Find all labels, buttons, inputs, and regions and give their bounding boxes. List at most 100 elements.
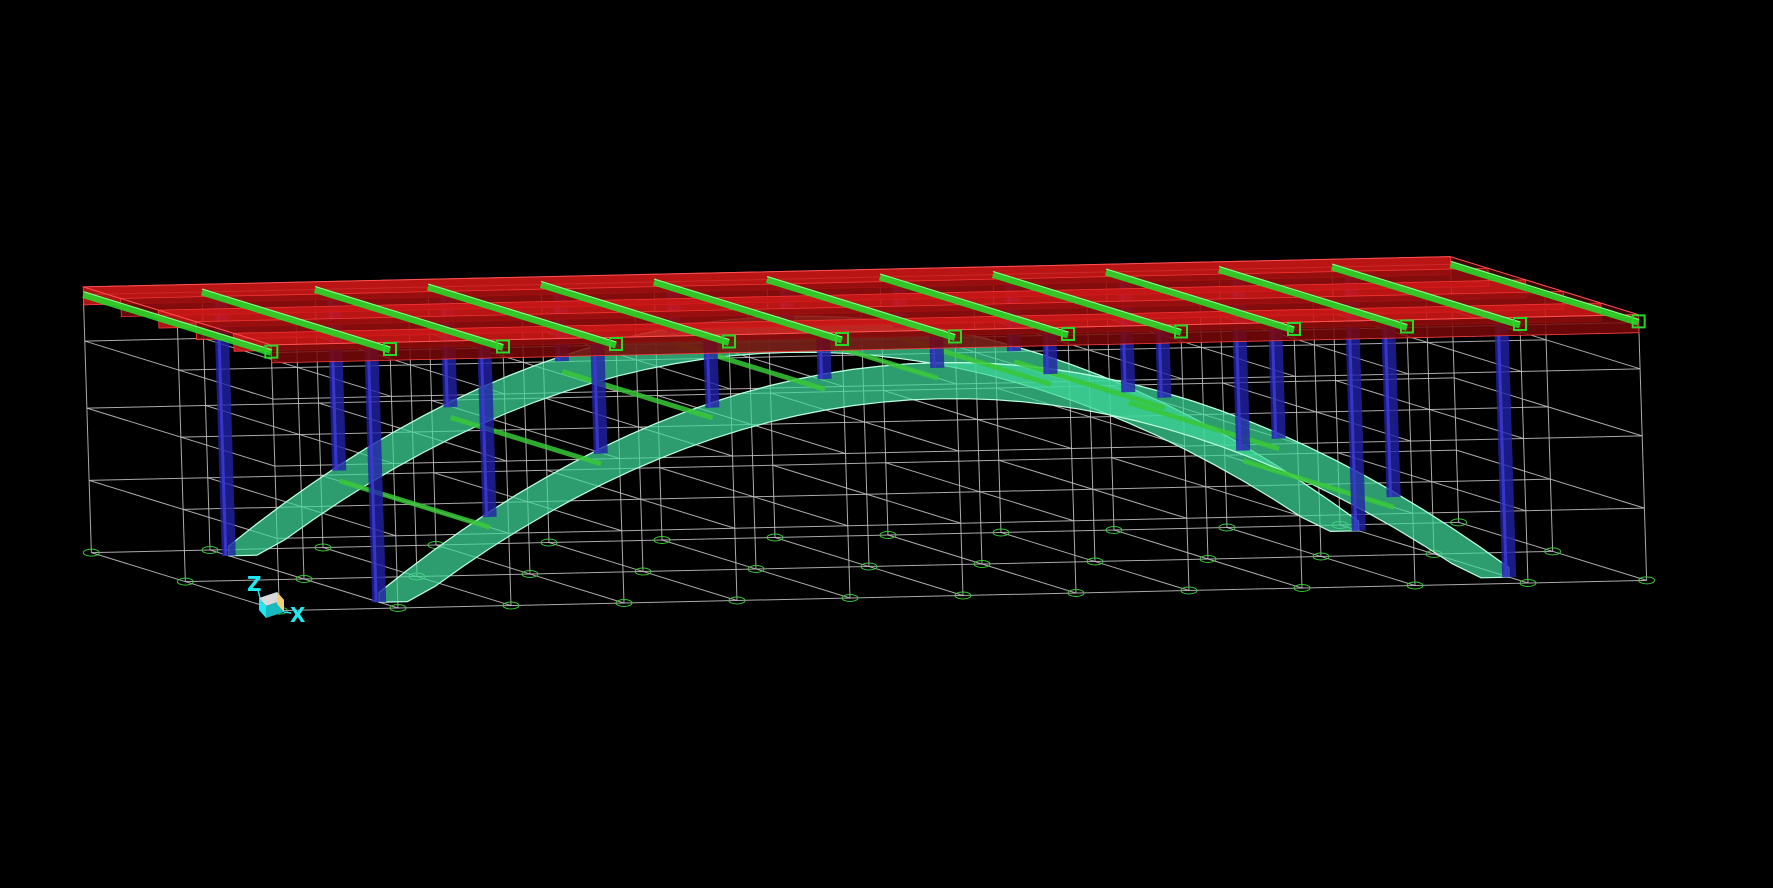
arch-rib: [378, 361, 1510, 603]
pin-support-icon: [1293, 584, 1311, 592]
pin-support-icon: [1199, 555, 1217, 563]
arch-ribs[interactable]: [227, 315, 1510, 603]
column: [1381, 321, 1401, 498]
pin-support-icon: [1180, 586, 1198, 595]
pin-support-icon: [82, 548, 100, 557]
pin-support-icon: [502, 601, 520, 610]
pin-support-icon: [1519, 579, 1537, 587]
axis-triad: Z X: [247, 572, 306, 627]
grid-line: [1519, 324, 1529, 584]
pin-support-icon: [954, 591, 972, 600]
pin-support-icon: [728, 596, 746, 605]
crossbeam-end: [609, 337, 623, 351]
crossbeam-end: [264, 344, 279, 359]
pin-support-icon: [634, 567, 652, 576]
pin-support-icon: [1544, 547, 1562, 556]
crossbeam: [539, 281, 731, 346]
column-edge: [1496, 319, 1508, 578]
arch-brace: [1013, 359, 1166, 411]
crossbeam-end: [948, 329, 962, 344]
pin-support-icon: [176, 577, 194, 586]
pin-support-icon: [1086, 557, 1104, 566]
crossbeam: [1217, 266, 1409, 331]
column-edge: [1383, 321, 1393, 498]
crossbeam: [313, 286, 505, 351]
grid-line: [1406, 327, 1416, 586]
pin-support-icon: [314, 543, 332, 552]
column: [590, 338, 608, 454]
pin-support-icon: [201, 546, 219, 554]
crossbeam-end: [835, 332, 849, 346]
crossbeam-edge: [1450, 260, 1639, 320]
arch-brace: [449, 415, 602, 467]
crossbeam-end: [383, 342, 397, 356]
crossbeam-end: [1287, 322, 1301, 336]
crossbeam-edge: [879, 273, 1069, 333]
crossbeam-end: [1513, 317, 1527, 331]
pin-support-icon: [1638, 576, 1656, 585]
column: [364, 343, 387, 603]
pin-support-icon: [747, 565, 765, 573]
crossbeam: [878, 273, 1070, 339]
pin-support-icon: [653, 536, 671, 544]
grid-line: [1544, 293, 1554, 552]
grid-line: [270, 352, 280, 611]
pin-support-icon: [1105, 526, 1123, 534]
column-edge: [1270, 324, 1278, 439]
crossbeam: [426, 283, 618, 349]
crossbeam-edge: [992, 271, 1182, 330]
pin-support-icon: [1312, 552, 1330, 561]
pin-support-icon: [389, 604, 407, 612]
pin-support-icon: [521, 570, 539, 578]
crossbeam: [1330, 263, 1522, 329]
crossbeam: [991, 271, 1183, 336]
crossbeam: [652, 278, 844, 344]
grid-line: [1086, 303, 1096, 562]
axis-triad-icon: [257, 589, 292, 618]
pin-support-icon: [766, 533, 784, 542]
deck-crossbeams[interactable]: [82, 260, 1646, 359]
crossbeam-edge: [766, 276, 956, 335]
crossbeam: [1449, 261, 1640, 326]
crossbeam-end: [1400, 319, 1414, 334]
crossbeam-edge: [540, 281, 730, 340]
pin-support-icon: [295, 575, 313, 583]
grid-line: [1638, 322, 1648, 581]
crossbeam-end: [722, 334, 736, 349]
pin-support-icon: [615, 599, 633, 607]
pin-support-icon: [860, 562, 878, 571]
crossbeam-end: [1174, 324, 1188, 339]
grid-line: [176, 323, 186, 582]
column-edge: [592, 339, 600, 454]
crossbeam-edge: [201, 288, 391, 348]
pin-support-icon: [841, 594, 859, 602]
arch-brace: [1127, 400, 1280, 452]
pin-support-icon: [1218, 523, 1236, 532]
crossbeam-end: [1631, 314, 1646, 329]
crossbeam-edge: [83, 291, 272, 351]
grid-line: [389, 349, 399, 609]
arch-brace: [338, 478, 491, 530]
column: [1268, 323, 1286, 439]
pin-support-icon: [879, 531, 897, 539]
pin-support-icon: [1450, 518, 1468, 527]
grid-line: [1180, 332, 1190, 591]
column-edge: [366, 344, 378, 603]
crossbeam-edge: [427, 283, 617, 343]
crossbeam-edge: [1331, 263, 1521, 323]
crossbeam: [1104, 268, 1296, 334]
pin-support-icon: [1067, 589, 1085, 597]
crossbeam: [200, 288, 392, 354]
pin-support-icon: [992, 528, 1010, 537]
crossbeam-end: [496, 339, 510, 354]
column-edge: [479, 341, 489, 518]
crossbeam-edge: [1218, 266, 1408, 325]
pin-support-icon: [973, 560, 991, 568]
pin-support-icon: [1406, 581, 1424, 590]
column: [1494, 318, 1517, 578]
grid-line: [521, 315, 531, 575]
crossbeam: [82, 291, 273, 356]
column: [477, 341, 497, 518]
